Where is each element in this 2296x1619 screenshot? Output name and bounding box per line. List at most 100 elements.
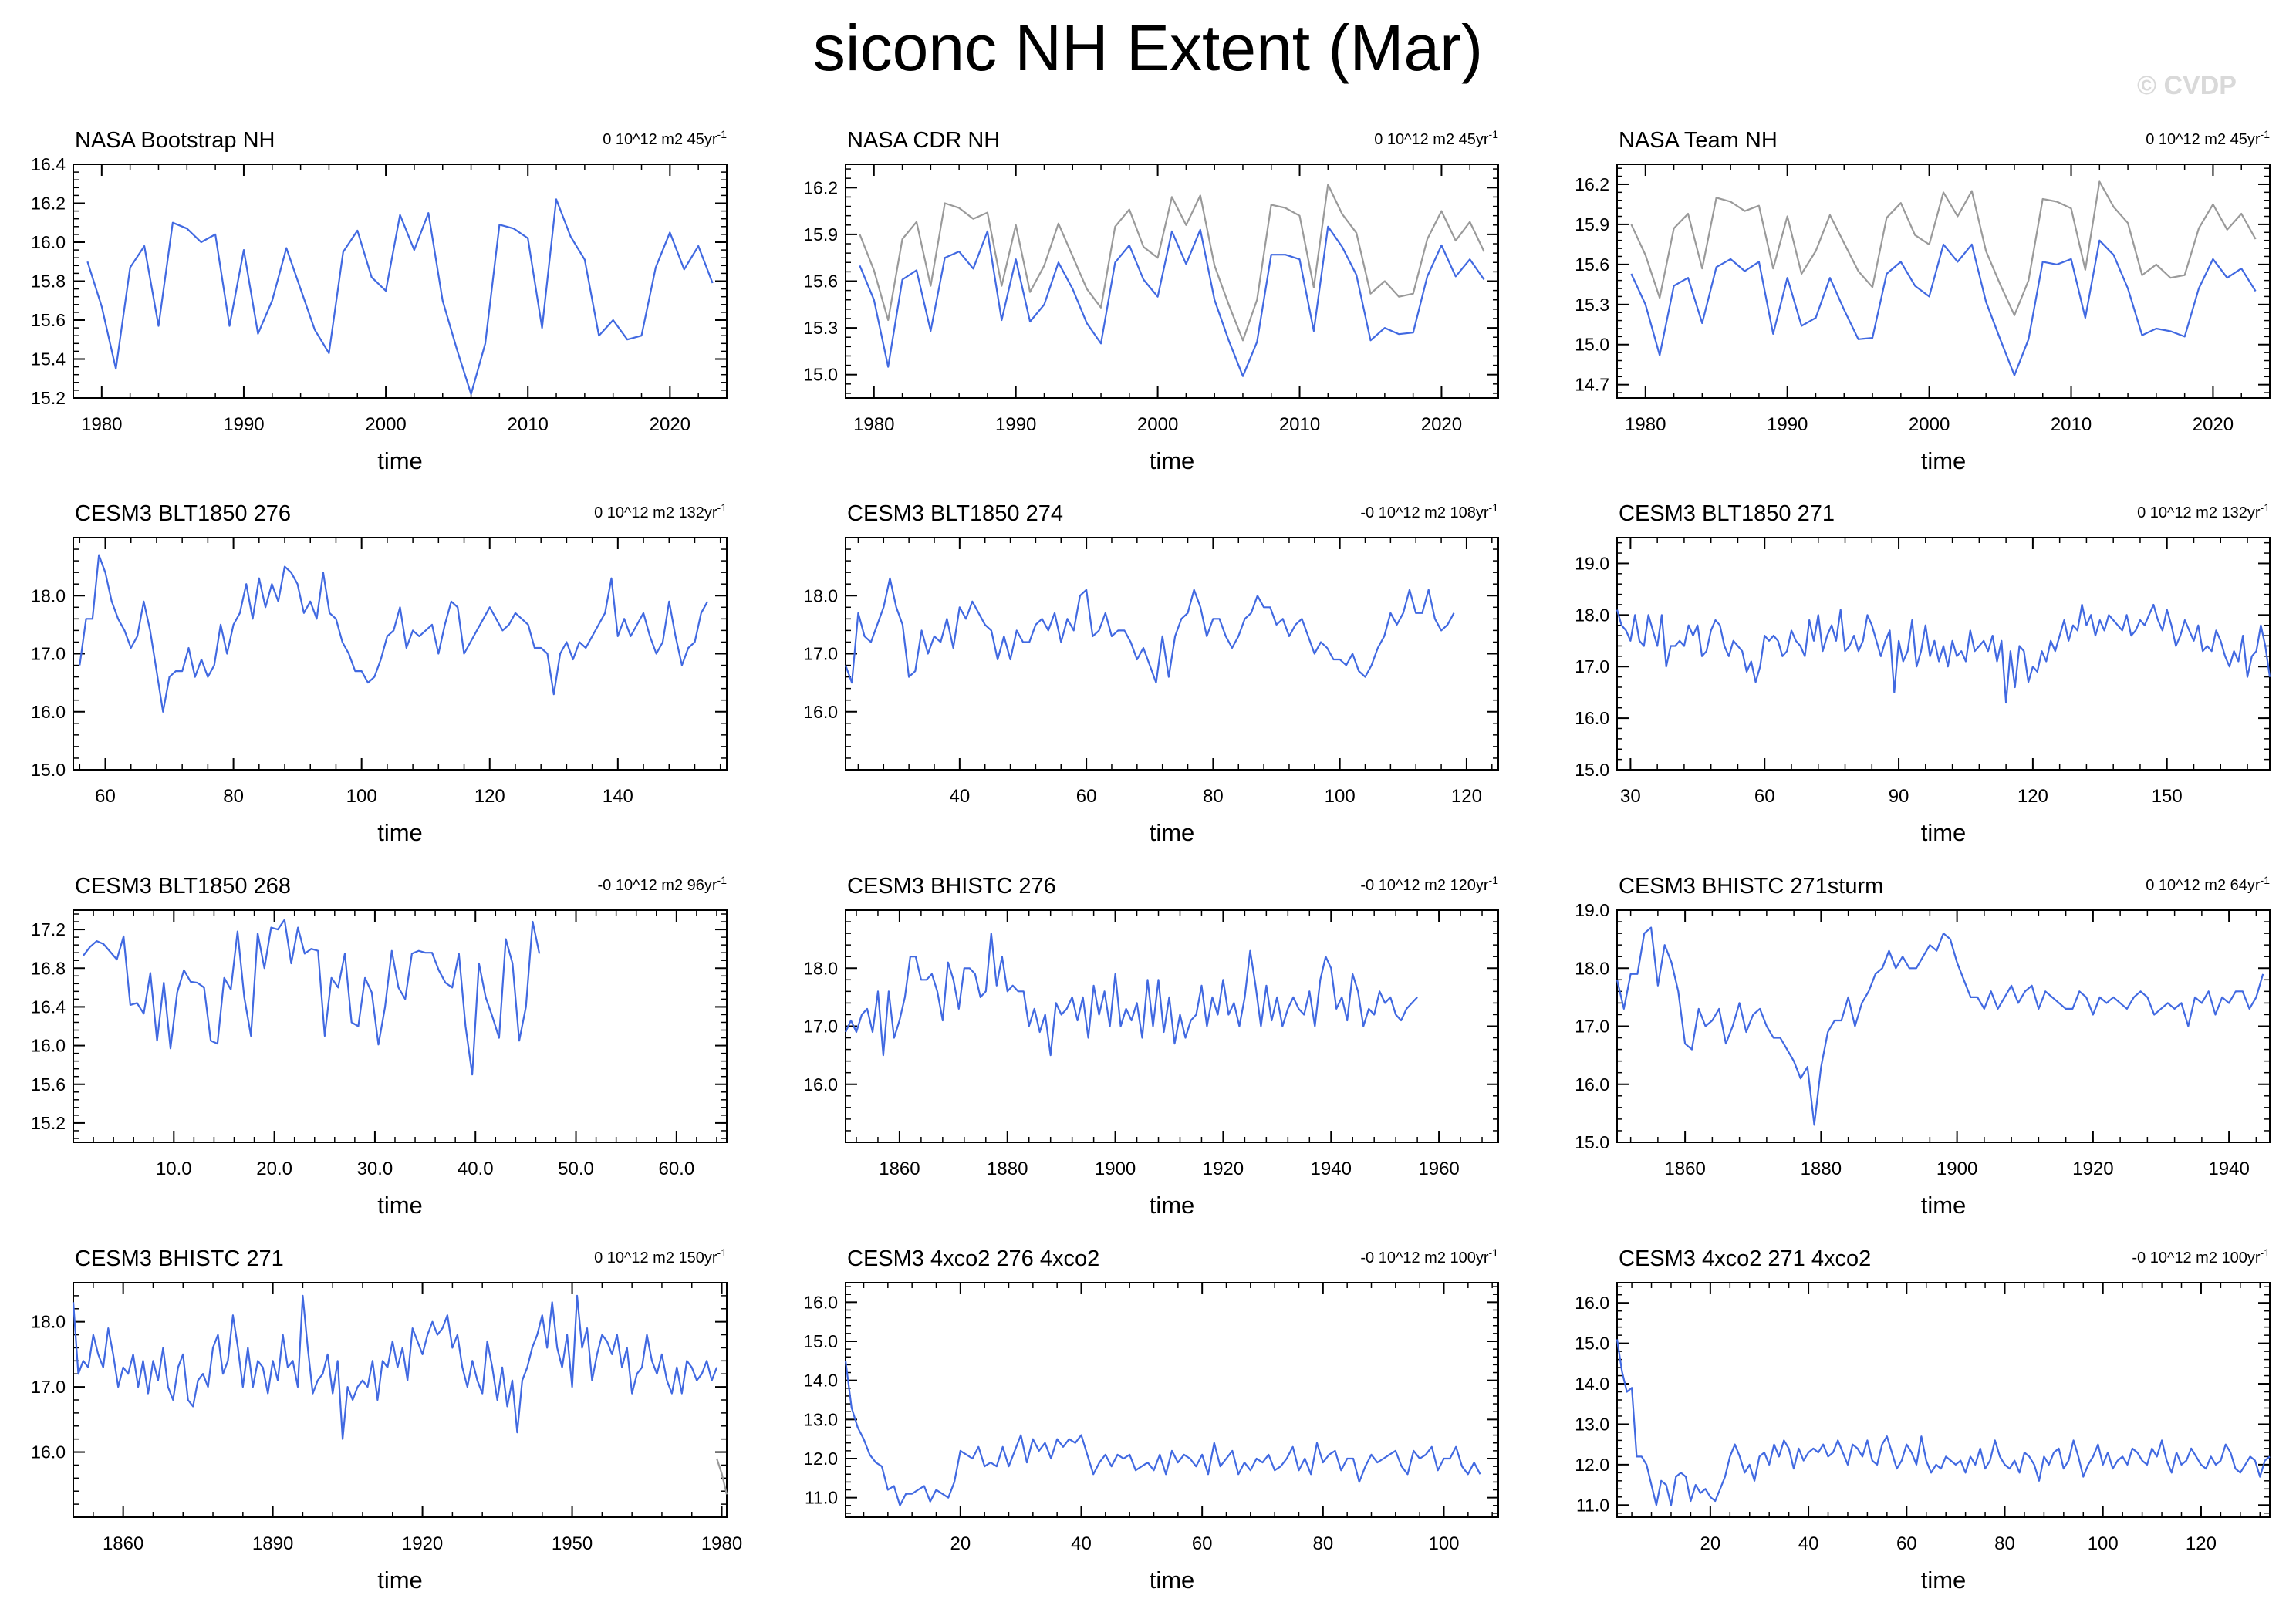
series-line-1: [1616, 926, 2264, 1126]
y-tick-label: 16.0: [803, 1292, 838, 1312]
trend-label: 0 10^12 m2 132yr-1: [594, 501, 727, 521]
x-tick-label: 100: [346, 786, 377, 807]
y-tick-label: 15.9: [1575, 214, 1609, 234]
y-tick-label: 16.0: [803, 702, 838, 722]
x-tick-label: 40: [1798, 1533, 1819, 1554]
y-tick-label: 16.0: [31, 232, 66, 252]
x-tick-label: 2020: [650, 414, 690, 435]
x-tick-label: 1990: [223, 414, 264, 435]
x-tick-label: 2000: [1137, 414, 1178, 435]
chart-panel-7: CESM3 BLT1850 268 -0 10^12 m2 96yr-1 10.0 2…: [31, 874, 728, 1219]
plot-frame: [73, 164, 728, 399]
x-axis-label: time: [377, 447, 423, 474]
y-tick-label: 12.0: [803, 1449, 838, 1469]
y-tick-label: 15.3: [803, 318, 838, 338]
x-tick-label: 1920: [1203, 1159, 1244, 1179]
plot-frame: [73, 537, 728, 771]
series-line-1: [1616, 1339, 2271, 1506]
panel-title: CESM3 BLT1850 276: [75, 501, 291, 526]
panel-title: CESM3 BHISTC 276: [847, 874, 1056, 899]
x-tick-label: 60: [1754, 786, 1775, 807]
y-tick-label: 15.8: [31, 272, 66, 292]
y-tick-label: 14.0: [803, 1371, 838, 1391]
x-tick-label: 1960: [1418, 1159, 1459, 1179]
x-tick-label: 150: [2152, 786, 2183, 807]
x-tick-label: 1980: [853, 414, 894, 435]
y-tick-label: 16.0: [31, 1442, 66, 1462]
x-tick-label: 1860: [879, 1159, 920, 1179]
y-tick-label: 15.2: [31, 388, 66, 408]
x-tick-label: 30: [1620, 786, 1641, 807]
y-tick-label: 17.0: [31, 644, 66, 664]
x-tick-label: 60: [1192, 1533, 1213, 1554]
x-tick-label: 120: [474, 786, 505, 807]
plot-frame: [73, 1282, 728, 1518]
x-axis-label: time: [377, 1192, 423, 1219]
panel-title: CESM3 4xco2 276 4xco2: [847, 1246, 1099, 1271]
x-tick-label: 2020: [2193, 414, 2234, 435]
series-line-1: [1630, 180, 2257, 316]
y-tick-label: 15.6: [1575, 255, 1609, 275]
y-tick-label: 13.0: [803, 1409, 838, 1429]
y-tick-label: 18.0: [803, 585, 838, 605]
chart-panel-3: NASA Team NH 0 10^12 m2 45yr-1 1980 1990 200…: [1575, 128, 2271, 474]
x-tick-label: 100: [1325, 786, 1356, 807]
y-tick-label: 15.0: [1575, 335, 1609, 355]
x-axis-label: time: [1150, 1192, 1195, 1219]
x-tick-label: 1980: [701, 1533, 742, 1554]
x-tick-label: 1980: [81, 414, 122, 435]
series-line-1: [859, 184, 1485, 342]
x-tick-label: 10.0: [156, 1159, 192, 1179]
x-tick-label: 1920: [402, 1533, 443, 1554]
x-axis-label: time: [377, 1567, 423, 1594]
x-tick-label: 1900: [1936, 1159, 1977, 1179]
y-tick-label: 19.0: [1575, 553, 1609, 573]
y-tick-label: 19.0: [1575, 900, 1609, 920]
x-tick-label: 2010: [2051, 414, 2092, 435]
panel-title: CESM3 BLT1850 268: [75, 874, 291, 899]
chart-panel-1: NASA Bootstrap NH 0 10^12 m2 45yr-1 1980 19…: [31, 128, 728, 474]
x-tick-label: 40: [1071, 1533, 1092, 1554]
plot-frame: [1616, 909, 2271, 1143]
series-line-2: [716, 1458, 728, 1495]
x-tick-label: 20: [950, 1533, 971, 1554]
x-tick-label: 30.0: [357, 1159, 393, 1179]
panel-title: NASA Team NH: [1619, 128, 1778, 153]
y-tick-label: 12.0: [1575, 1455, 1609, 1475]
watermark: © CVDP: [2137, 71, 2237, 100]
y-tick-label: 14.0: [1575, 1374, 1609, 1394]
y-tick-label: 18.0: [31, 1312, 66, 1332]
trend-label: 0 10^12 m2 64yr-1: [2146, 874, 2270, 894]
x-tick-label: 40.0: [458, 1159, 494, 1179]
chart-panel-2: NASA CDR NH 0 10^12 m2 45yr-1 1980 1990 2000…: [803, 128, 1499, 474]
series-line-2: [859, 225, 1485, 377]
y-tick-label: 15.0: [31, 760, 66, 780]
y-tick-label: 16.2: [803, 177, 838, 197]
series-line-1: [1616, 603, 2271, 704]
y-tick-label: 18.0: [1575, 605, 1609, 625]
plot-frame: [1616, 537, 2271, 771]
chart-panel-4: CESM3 BLT1850 276 0 10^12 m2 132yr-1 60 80 1…: [31, 501, 728, 846]
y-tick-label: 17.0: [803, 1017, 838, 1037]
trend-label: -0 10^12 m2 100yr-1: [2132, 1246, 2270, 1267]
y-tick-label: 16.0: [1575, 708, 1609, 728]
panel-title: NASA CDR NH: [847, 128, 1000, 153]
x-tick-label: 2010: [508, 414, 549, 435]
chart-panel-11: CESM3 4xco2 276 4xco2 -0 10^12 m2 100yr-1…: [803, 1246, 1499, 1594]
x-tick-label: 50.0: [558, 1159, 594, 1179]
plot-frame: [73, 909, 728, 1143]
trend-label: -0 10^12 m2 120yr-1: [1360, 874, 1498, 894]
trend-label: -0 10^12 m2 108yr-1: [1360, 501, 1498, 521]
x-tick-label: 1860: [1664, 1159, 1705, 1179]
y-tick-label: 17.0: [1575, 1017, 1609, 1037]
y-tick-label: 18.0: [1575, 958, 1609, 978]
x-axis-label: time: [1150, 1567, 1195, 1594]
y-tick-label: 18.0: [31, 585, 66, 605]
y-tick-label: 15.6: [31, 310, 66, 330]
x-axis-label: time: [1921, 1567, 1967, 1594]
panel-title: CESM3 BLT1850 274: [847, 501, 1063, 526]
y-tick-label: 15.0: [1575, 1334, 1609, 1354]
x-tick-label: 60.0: [658, 1159, 694, 1179]
x-axis-label: time: [377, 819, 423, 846]
